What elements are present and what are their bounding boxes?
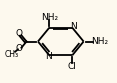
Text: N: N bbox=[45, 52, 52, 61]
Text: O: O bbox=[15, 29, 22, 38]
Text: Cl: Cl bbox=[68, 62, 77, 71]
Text: N: N bbox=[70, 22, 77, 31]
Text: NH₂: NH₂ bbox=[91, 37, 108, 46]
Text: NH₂: NH₂ bbox=[41, 13, 58, 22]
Text: O: O bbox=[16, 44, 23, 53]
Text: CH₃: CH₃ bbox=[5, 50, 19, 59]
